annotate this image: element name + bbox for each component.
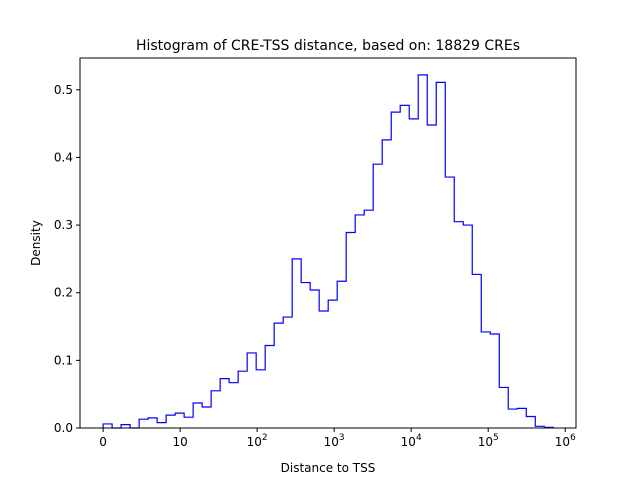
x-tick-label: 104: [401, 433, 422, 449]
y-axis-label: Density: [29, 220, 43, 266]
y-tick-label: 0.2: [54, 286, 73, 300]
x-tick-label: 103: [324, 433, 345, 449]
histogram-step-line: [102, 74, 554, 429]
y-tick-label: 0.4: [54, 150, 73, 164]
axes-frame: [79, 57, 577, 429]
x-tick-label: 102: [247, 433, 268, 449]
x-tick-label: 105: [478, 433, 499, 449]
x-axis-label: Distance to TSS: [281, 461, 376, 475]
y-tick-label: 0.5: [54, 83, 73, 97]
y-tick-label: 0.3: [54, 218, 73, 232]
chart-title: Histogram of CRE-TSS distance, based on:…: [136, 38, 520, 54]
y-tick-label: 0.0: [54, 421, 73, 435]
x-tick-label: 0: [99, 435, 107, 449]
y-tick-label: 0.1: [54, 353, 73, 367]
x-tick-label: 10: [172, 435, 187, 449]
x-tick-label: 106: [555, 433, 576, 449]
